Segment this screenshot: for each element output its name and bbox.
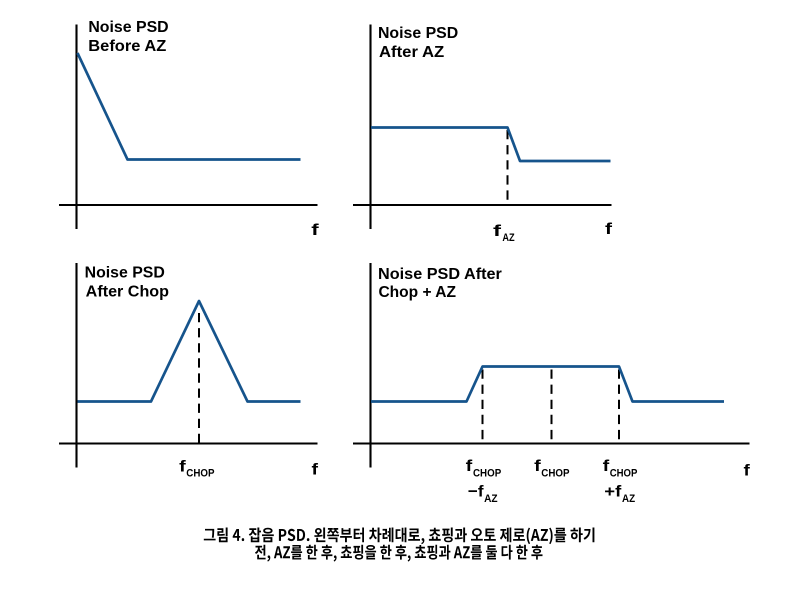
- svg-text:f: f: [534, 458, 541, 475]
- svg-text:Noise PSD After: Noise PSD After: [378, 266, 502, 283]
- svg-text:Noise PSD: Noise PSD: [88, 19, 168, 36]
- svg-text:+f: +f: [604, 484, 622, 501]
- svg-text:CHOP: CHOP: [186, 468, 214, 480]
- svg-text:f: f: [603, 458, 610, 475]
- svg-text:AZ: AZ: [502, 232, 515, 244]
- svg-text:Noise PSD: Noise PSD: [85, 265, 165, 282]
- svg-text:−f: −f: [468, 484, 484, 501]
- svg-text:Before AZ: Before AZ: [88, 38, 166, 55]
- svg-text:Noise PSD: Noise PSD: [378, 25, 458, 42]
- svg-text:f: f: [312, 462, 319, 479]
- svg-text:f: f: [311, 222, 319, 239]
- svg-text:f: f: [605, 221, 613, 238]
- svg-text:f: f: [466, 458, 473, 475]
- svg-text:After Chop: After Chop: [86, 284, 170, 301]
- svg-text:f: f: [493, 223, 502, 240]
- svg-text:CHOP: CHOP: [610, 468, 638, 480]
- svg-text:Chop + AZ: Chop + AZ: [378, 284, 456, 301]
- svg-text:f: f: [744, 462, 751, 479]
- svg-text:CHOP: CHOP: [541, 468, 569, 480]
- svg-text:CHOP: CHOP: [473, 468, 501, 480]
- svg-text:AZ: AZ: [484, 493, 498, 505]
- svg-text:After AZ: After AZ: [379, 44, 444, 61]
- svg-text:AZ: AZ: [622, 493, 635, 505]
- svg-text:f: f: [179, 458, 186, 475]
